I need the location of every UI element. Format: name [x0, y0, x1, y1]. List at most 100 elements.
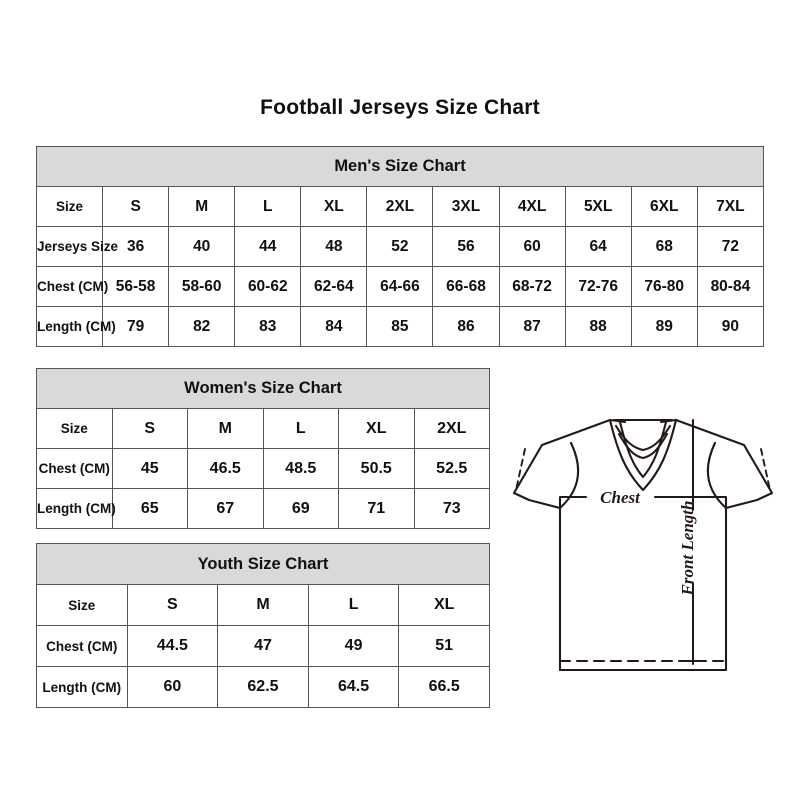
- table-cell: 64: [564, 226, 632, 267]
- mens-size-chart-table: Men's Size Chart Size S M L XL 2XL 3XL 4…: [35, 146, 765, 347]
- collar-curve-upper: [614, 424, 672, 452]
- table-cell: L: [307, 584, 400, 626]
- row-label: Chest (CM): [35, 266, 108, 307]
- right-armhole-seam: [707, 441, 728, 510]
- table-cell: 90: [696, 306, 765, 347]
- table-cell: 56: [432, 226, 500, 267]
- page-title: Football Jerseys Size Chart: [260, 96, 540, 119]
- collar-curve-lower: [617, 432, 669, 460]
- table-cell: 71: [338, 488, 415, 529]
- row-label: Size: [36, 408, 113, 449]
- row-label: Jerseys Size: [35, 226, 118, 267]
- table-cell: XL: [300, 186, 368, 227]
- table-cell: 7XL: [696, 186, 765, 227]
- table-cell: 44.5: [126, 625, 219, 667]
- table-cell: 58-60: [168, 266, 236, 307]
- table-cell: S: [126, 584, 219, 626]
- womens-table-body: Women's Size Chart Size S M L XL 2XL Che…: [36, 368, 490, 529]
- table-cell: 86: [432, 306, 500, 347]
- table-cell: 88: [564, 306, 632, 347]
- table-cell: 79: [102, 306, 170, 347]
- table-cell: 50.5: [338, 448, 415, 489]
- row-label: Length (CM): [36, 488, 116, 529]
- table-cell: XL: [398, 584, 490, 626]
- table-cell: 52: [366, 226, 434, 267]
- vneck-outer: [608, 418, 678, 492]
- table-cell: 72-76: [564, 266, 632, 307]
- row-label: Size: [35, 186, 104, 227]
- table-cell: 40: [168, 226, 236, 267]
- right-sleeve-outline: [674, 418, 774, 510]
- table-cell: XL: [338, 408, 415, 449]
- table-cell: M: [217, 584, 309, 626]
- right-cuff-dashed-line: [760, 448, 771, 491]
- table-cell: 64-66: [366, 266, 434, 307]
- table-cell: 76-80: [630, 266, 698, 307]
- youth-size-chart-table: Youth Size Chart Size S M L XL Chest (CM…: [36, 543, 490, 708]
- table-cell: 84: [300, 306, 368, 347]
- table-cell: 49: [307, 625, 400, 667]
- jersey-measurement-diagram: Chest Front Length: [498, 398, 788, 698]
- womens-table-caption: Women's Size Chart: [36, 368, 490, 409]
- table-row: Size S M L XL 2XL: [36, 408, 490, 449]
- left-cuff-dashed-line: [515, 448, 526, 491]
- chest-measurement-label: Chest: [600, 488, 641, 507]
- table-cell: L: [234, 186, 302, 227]
- table-row: Size S M L XL 2XL 3XL 4XL 5XL 6XL 7XL: [35, 186, 765, 227]
- table-cell: 56-58: [102, 266, 170, 307]
- table-cell: M: [187, 408, 264, 449]
- table-cell: 85: [366, 306, 434, 347]
- front-length-measurement-label: Front Length: [678, 501, 697, 597]
- table-cell: 44: [234, 226, 302, 267]
- table-cell: L: [262, 408, 339, 449]
- table-cell: 52.5: [413, 448, 490, 489]
- table-cell: S: [111, 408, 188, 449]
- mens-table-caption: Men's Size Chart: [36, 146, 764, 187]
- table-caption-row: Men's Size Chart: [36, 146, 764, 187]
- table-row: Length (CM) 65 67 69 71 73: [36, 488, 490, 529]
- table-cell: 68-72: [498, 266, 566, 307]
- table-row: Jerseys Size 36 40 44 48 52 56 60 64 68 …: [35, 226, 765, 267]
- table-row: Chest (CM) 56-58 58-60 60-62 62-64 64-66…: [35, 266, 765, 307]
- table-cell: 87: [498, 306, 566, 347]
- table-row: Length (CM) 60 62.5 64.5 66.5: [36, 666, 490, 708]
- table-cell: 46.5: [187, 448, 264, 489]
- table-cell: 2XL: [366, 186, 434, 227]
- table-cell: 72: [696, 226, 765, 267]
- table-cell: 6XL: [630, 186, 698, 227]
- table-cell: 69: [262, 488, 339, 529]
- womens-size-chart-table: Women's Size Chart Size S M L XL 2XL Che…: [36, 368, 490, 529]
- table-cell: 73: [413, 488, 490, 529]
- table-cell: 67: [187, 488, 264, 529]
- table-cell: 5XL: [564, 186, 632, 227]
- table-cell: 60: [498, 226, 566, 267]
- table-cell: 4XL: [498, 186, 566, 227]
- table-cell: 51: [398, 625, 490, 667]
- table-cell: 62.5: [217, 666, 309, 708]
- table-cell: 48: [300, 226, 368, 267]
- table-cell: 48.5: [262, 448, 339, 489]
- row-label: Length (CM): [36, 666, 128, 708]
- row-label: Chest (CM): [36, 448, 113, 489]
- table-cell: 89: [630, 306, 698, 347]
- table-cell: 82: [168, 306, 236, 347]
- table-cell: 64.5: [307, 666, 400, 708]
- table-cell: 36: [102, 226, 170, 267]
- table-cell: 68: [630, 226, 698, 267]
- table-row: Chest (CM) 45 46.5 48.5 50.5 52.5: [36, 448, 490, 489]
- youth-table-body: Youth Size Chart Size S M L XL Chest (CM…: [36, 543, 490, 708]
- mens-table-body: Men's Size Chart Size S M L XL 2XL 3XL 4…: [35, 146, 765, 347]
- table-cell: 62-64: [300, 266, 368, 307]
- left-armhole-seam: [558, 441, 579, 510]
- table-row: Chest (CM) 44.5 47 49 51: [36, 625, 490, 667]
- table-row: Length (CM) 79 82 83 84 85 86 87 88 89 9…: [35, 306, 765, 347]
- table-cell: 65: [111, 488, 188, 529]
- table-cell: 45: [111, 448, 188, 489]
- table-cell: 60-62: [234, 266, 302, 307]
- table-row: Size S M L XL: [36, 584, 490, 626]
- row-label: Chest (CM): [36, 625, 128, 667]
- left-sleeve-outline: [512, 418, 612, 510]
- table-cell: 3XL: [432, 186, 500, 227]
- row-label: Length (CM): [35, 306, 116, 347]
- table-cell: 47: [217, 625, 309, 667]
